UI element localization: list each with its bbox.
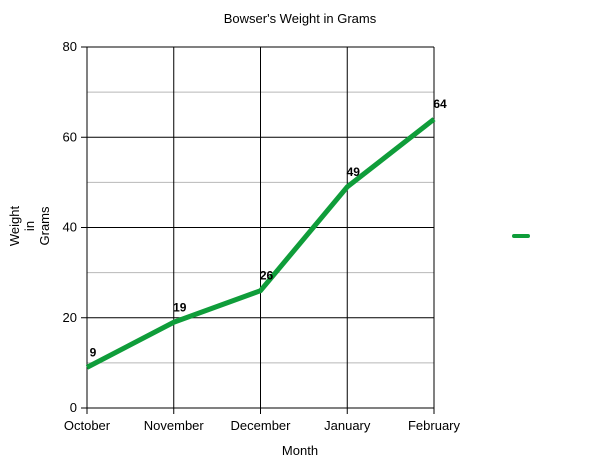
- x-axis-title: Month: [282, 443, 318, 458]
- data-label-layer: 9 19 26 49 64: [90, 97, 447, 359]
- data-label: 49: [347, 165, 361, 179]
- y-tick-label: 80: [63, 39, 77, 54]
- data-label: 9: [90, 345, 97, 359]
- axis-layer: 0 20 40 60 80 October November December January F…: [63, 39, 461, 433]
- y-tick-label: 40: [63, 220, 77, 235]
- y-axis-title-line-1: Weight: [7, 206, 22, 247]
- x-tick-label: November: [144, 418, 205, 433]
- y-tick-label: 0: [70, 400, 77, 415]
- y-tick-label: 20: [63, 310, 77, 325]
- y-axis-title-line-2: in: [22, 221, 37, 231]
- y-axis-title-line-3: Grams: [37, 206, 52, 246]
- x-tick-label: January: [324, 418, 371, 433]
- x-tick-label: December: [231, 418, 292, 433]
- chart-title: Bowser's Weight in Grams: [224, 11, 377, 26]
- x-tick-label: February: [408, 418, 461, 433]
- series-line: [85, 117, 436, 370]
- grid-layer: [86, 46, 435, 409]
- x-tick-label: October: [64, 418, 111, 433]
- data-label: 19: [173, 300, 187, 314]
- data-label: 64: [433, 97, 447, 111]
- y-tick-label: 60: [63, 129, 77, 144]
- data-label: 26: [260, 269, 274, 283]
- y-axis-title: Weight in Grams: [7, 206, 52, 247]
- series-layer: [85, 117, 436, 370]
